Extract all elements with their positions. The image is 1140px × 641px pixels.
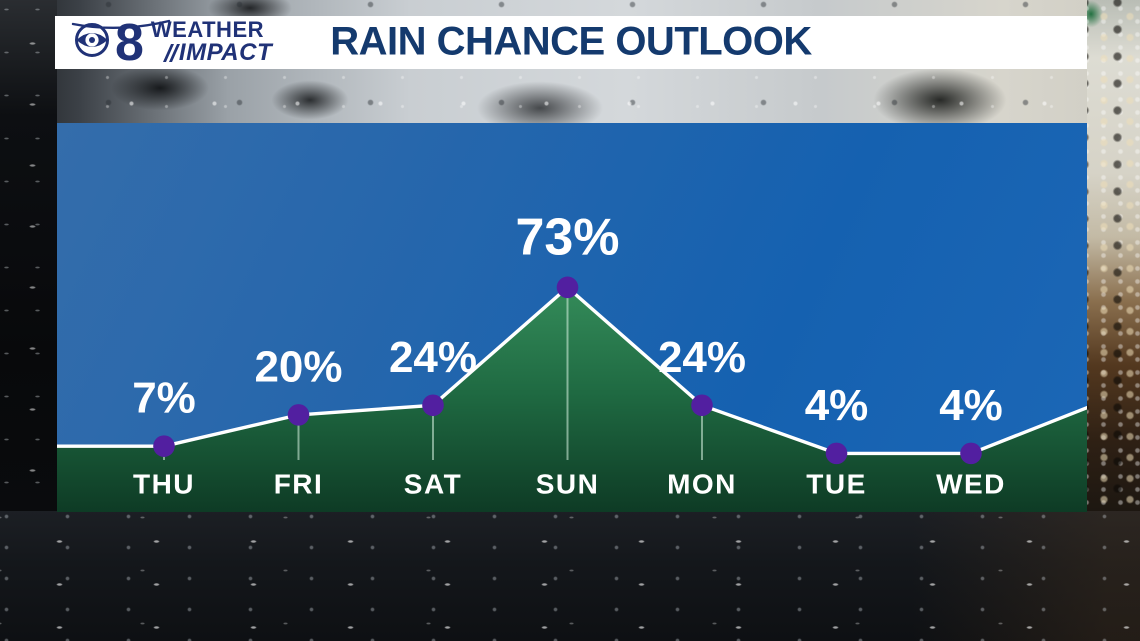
value-label-fri: 20%	[254, 342, 342, 391]
value-label-sat: 24%	[389, 333, 477, 382]
day-label-wed: WED	[936, 469, 1006, 500]
background-bottom-band	[0, 511, 1140, 641]
cbs-eye-icon	[71, 17, 171, 68]
day-label-thu: THU	[133, 469, 195, 500]
data-point-mon	[691, 394, 713, 417]
value-label-thu: 7%	[132, 374, 196, 423]
brand-weather: WEATHER	[150, 17, 265, 42]
data-point-thu	[153, 435, 175, 457]
day-label-fri: FRI	[274, 469, 324, 500]
rain-chance-chart: 7% THU 20% FRI 24% SAT 73% SUN 24% MON 4% TUE 4% WED	[57, 123, 1087, 512]
day-label-mon: MON	[667, 469, 737, 500]
logo-swoosh	[71, 19, 171, 30]
data-point-sat	[422, 394, 444, 417]
value-label-wed: 4%	[939, 381, 1003, 430]
rain-chance-area-chart: 7% THU 20% FRI 24% SAT 73% SUN 24% MON 4% TUE 4% WED	[57, 208, 1087, 512]
page-title: RAIN CHANCE OUTLOOK	[330, 19, 812, 64]
data-point-fri	[287, 404, 310, 426]
data-point-tue	[825, 442, 848, 465]
data-point-sun	[556, 276, 579, 299]
brand-impact: IMPACT	[162, 41, 272, 65]
day-label-tue: TUE	[806, 469, 867, 500]
brand-text: WEATHER IMPACT	[150, 17, 272, 65]
value-label-tue: 4%	[805, 381, 869, 430]
value-label-mon: 24%	[658, 333, 746, 382]
day-label-sat: SAT	[404, 469, 462, 500]
data-point-wed	[960, 442, 982, 465]
value-label-sun: 73%	[515, 208, 619, 266]
header-bar: 8 WEATHER IMPACT RAIN CHANCE OUTLOOK	[55, 16, 1087, 69]
station-logo: 8 WEATHER IMPACT	[71, 17, 272, 69]
day-label-sun: SUN	[536, 469, 600, 500]
